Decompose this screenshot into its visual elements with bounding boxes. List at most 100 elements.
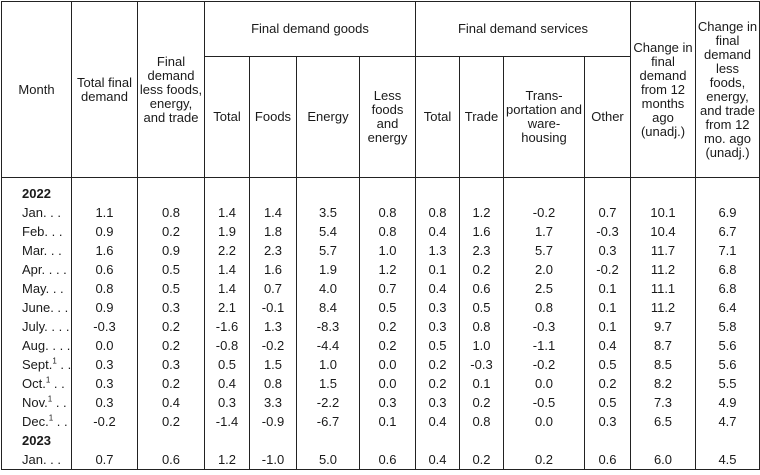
month-label: Nov.1 . .: [1, 393, 72, 412]
data-cell: 0.1: [459, 374, 504, 393]
month-label: Aug. . . .: [1, 336, 72, 355]
data-cell: 1.5: [296, 374, 360, 393]
data-cell: -0.3: [584, 222, 631, 241]
data-cell: 0.7: [249, 279, 297, 298]
data-cell: 1.1: [71, 203, 138, 222]
data-cell: 1.4: [204, 203, 250, 222]
data-cell: 0.6: [359, 450, 416, 470]
data-cell: 0.3: [584, 241, 631, 260]
header-services-total: Total: [415, 56, 460, 178]
table-row: Mar. . . 1.6 0.9 2.2 2.3 5.7 1.0 1.3 2.3 5.7 0.3 11…: [1, 241, 760, 260]
data-cell: 0.6: [71, 260, 138, 279]
table-row: May. . . 0.8 0.5 1.4 0.7 4.0 0.7 0.4 0.6 2.5 0.1 11…: [1, 279, 760, 298]
data-cell: 5.8: [695, 317, 760, 336]
data-cell: 5.5: [695, 374, 760, 393]
data-cell: 0.2: [359, 336, 416, 355]
data-cell: 11.2: [630, 298, 696, 317]
data-cell: 6.5: [630, 412, 696, 431]
data-cell: 0.9: [71, 298, 138, 317]
table-row: July. . . . -0.3 0.2 -1.6 1.3 -8.3 0.2 0.3 0.8 -0…: [1, 317, 760, 336]
data-cell: 0.5: [459, 298, 504, 317]
month-label: Feb. . .: [1, 222, 72, 241]
data-cell: 3.3: [249, 393, 297, 412]
data-cell: 7.1: [695, 241, 760, 260]
table-row: Apr. . . . 0.6 0.5 1.4 1.6 1.9 1.2 0.1 0.2 2.0 -0.…: [1, 260, 760, 279]
data-cell: 5.0: [296, 450, 360, 470]
data-cell: -0.2: [503, 203, 585, 222]
data-cell: 6.8: [695, 260, 760, 279]
table-row: Oct.1 . . 0.3 0.2 0.4 0.8 1.5 0.0 0.2 0.1 0.0 0.2 8…: [1, 374, 760, 393]
month-label: Oct.1 . .: [1, 374, 72, 393]
month-label: Dec.1 . .: [1, 412, 72, 431]
footnote-marker: 1: [45, 375, 51, 385]
data-cell: 5.6: [695, 336, 760, 355]
data-cell: 0.3: [415, 298, 460, 317]
data-cell: 0.6: [137, 450, 205, 470]
data-cell: 8.4: [296, 298, 360, 317]
data-cell: 1.2: [359, 260, 416, 279]
data-cell: -0.2: [71, 412, 138, 431]
data-cell: 11.7: [630, 241, 696, 260]
data-cell: 0.3: [415, 317, 460, 336]
data-cell: 0.4: [584, 336, 631, 355]
header-month: Month: [1, 1, 72, 178]
data-cell: 2.0: [503, 260, 585, 279]
data-cell: -0.1: [249, 298, 297, 317]
data-cell: 0.8: [359, 222, 416, 241]
month-label: July. . . .: [1, 317, 72, 336]
table-row: Jan. . . 0.7 0.6 1.2 -1.0 5.0 0.6 0.4 0.2 0.2 0.6 6…: [1, 450, 760, 470]
data-cell: 0.7: [71, 450, 138, 470]
table-row: June. . . 0.9 0.3 2.1 -0.1 8.4 0.5 0.3 0.5 0.8 0.1…: [1, 298, 760, 317]
data-cell: 1.6: [249, 260, 297, 279]
data-cell: 0.8: [71, 279, 138, 298]
data-cell: 0.2: [415, 374, 460, 393]
data-cell: 0.8: [137, 203, 205, 222]
data-cell: 0.0: [359, 355, 416, 374]
header-goods-energy: Energy: [296, 56, 360, 178]
table-row: Sept.1 . . 0.3 0.3 0.5 1.5 1.0 0.0 0.2 -0.3 -0.2 0…: [1, 355, 760, 374]
data-cell: 0.5: [359, 298, 416, 317]
data-cell: 0.2: [137, 412, 205, 431]
data-cell: 7.3: [630, 393, 696, 412]
table-row: Aug. . . . 0.0 0.2 -0.8 -0.2 -4.4 0.2 0.5 1.0 -1.…: [1, 336, 760, 355]
data-cell: 0.0: [359, 374, 416, 393]
data-cell: 1.3: [415, 241, 460, 260]
header-services-trade: Trade: [459, 56, 504, 178]
data-cell: -8.3: [296, 317, 360, 336]
data-cell: 0.8: [415, 203, 460, 222]
header-total-final-demand: Total final demand: [71, 1, 138, 178]
data-cell: 11.1: [630, 279, 696, 298]
data-cell: 0.8: [249, 374, 297, 393]
header-goods-foods: Foods: [249, 56, 297, 178]
data-cell: -1.1: [503, 336, 585, 355]
data-cell: 0.5: [584, 355, 631, 374]
data-cell: 0.3: [584, 412, 631, 431]
year-row: 2022: [1, 184, 760, 203]
footnote-marker: 1: [48, 413, 54, 423]
data-cell: 0.3: [415, 393, 460, 412]
data-cell: 6.8: [695, 279, 760, 298]
data-cell: 0.5: [584, 393, 631, 412]
data-cell: 0.3: [359, 393, 416, 412]
data-cell: 1.3: [249, 317, 297, 336]
data-cell: 0.3: [137, 298, 205, 317]
data-cell: 0.3: [71, 374, 138, 393]
table-body: 2022 Jan. . . 1.1 0.8 1.4 1.4 3.5 0.8 0.8 1.2 -0.2…: [1, 177, 760, 470]
data-cell: -0.3: [71, 317, 138, 336]
data-cell: 0.8: [459, 317, 504, 336]
data-cell: 0.9: [137, 241, 205, 260]
data-cell: -0.5: [503, 393, 585, 412]
data-cell: 0.2: [503, 450, 585, 470]
data-cell: 0.4: [415, 222, 460, 241]
data-cell: 1.0: [459, 336, 504, 355]
data-cell: 0.2: [137, 336, 205, 355]
month-label: Jan. . .: [1, 450, 72, 470]
data-cell: 0.0: [503, 412, 585, 431]
data-cell: 1.6: [71, 241, 138, 260]
data-cell: 1.9: [204, 222, 250, 241]
data-cell: 0.5: [204, 355, 250, 374]
table-row: Feb. . . 0.9 0.2 1.9 1.8 5.4 0.8 0.4 1.6 1.7 -0.3 1…: [1, 222, 760, 241]
footnote-marker: 1: [47, 394, 53, 404]
data-cell: -1.4: [204, 412, 250, 431]
